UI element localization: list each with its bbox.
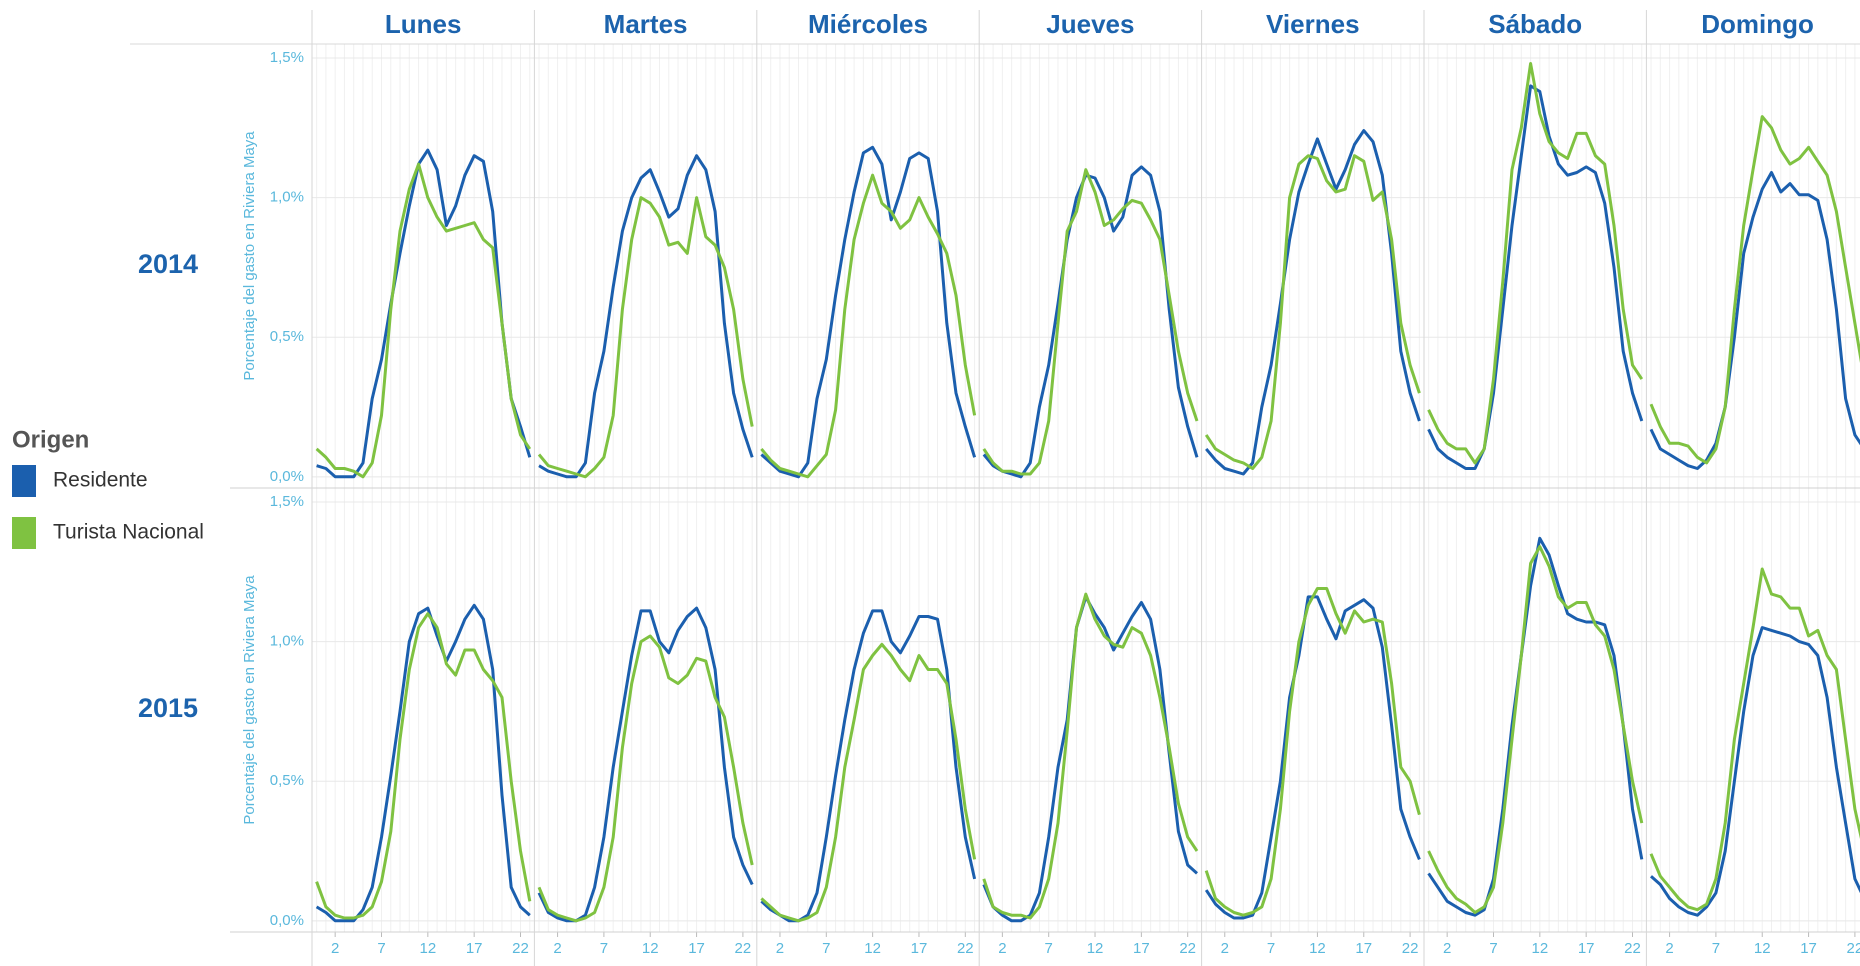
x-tick-label: 12 — [1087, 940, 1104, 957]
x-tick-label: 7 — [1045, 940, 1053, 957]
x-tick-label: 7 — [600, 940, 608, 957]
series-line — [315, 162, 532, 479]
column-title: Domingo — [1701, 9, 1814, 39]
y-axis-label: Porcentaje del gasto en Riviera Maya — [241, 131, 258, 381]
x-tick-label: 22 — [1624, 940, 1641, 957]
x-tick-label: 2 — [553, 940, 561, 957]
series-line — [760, 145, 977, 479]
series-line — [315, 612, 532, 920]
legend-label: Turista Nacional — [53, 521, 204, 544]
series-line — [315, 603, 531, 923]
series-line — [538, 154, 754, 479]
x-tick-label: 12 — [1309, 940, 1326, 957]
x-tick-label: 12 — [419, 940, 436, 957]
column-title: Viernes — [1266, 9, 1359, 39]
x-tick-label: 12 — [864, 940, 881, 957]
legend-title: Origen — [12, 426, 89, 453]
x-tick-label: 17 — [911, 940, 928, 957]
x-tick-label: 22 — [1847, 940, 1860, 957]
y-tick-label: 1,5% — [270, 49, 304, 66]
series-line — [1649, 567, 1860, 912]
series-line — [537, 606, 754, 923]
column-title: Martes — [604, 9, 688, 39]
series-line — [1204, 587, 1421, 917]
x-tick-label: 7 — [1489, 940, 1497, 957]
x-tick-label: 17 — [688, 940, 705, 957]
x-tick-label: 12 — [1754, 940, 1771, 957]
series-line — [1204, 154, 1421, 470]
x-tick-label: 22 — [512, 940, 529, 957]
series-line — [982, 595, 1199, 923]
x-tick-label: 2 — [331, 940, 339, 957]
series-line — [1204, 595, 1421, 920]
legend-swatch — [12, 465, 36, 497]
series-line — [982, 592, 1199, 920]
series-line — [1649, 115, 1860, 465]
y-tick-label: 0,0% — [270, 468, 304, 485]
x-tick-label: 2 — [998, 940, 1006, 957]
x-tick-label: 17 — [466, 940, 483, 957]
x-tick-label: 17 — [1578, 940, 1595, 957]
x-tick-label: 7 — [1712, 940, 1720, 957]
column-title: Miércoles — [808, 9, 928, 39]
x-tick-label: 12 — [642, 940, 659, 957]
series-line — [1427, 62, 1644, 465]
x-tick-label: 7 — [377, 940, 385, 957]
x-tick-label: 2 — [776, 940, 784, 957]
series-line — [1427, 536, 1644, 917]
x-tick-label: 7 — [1267, 940, 1275, 957]
series-line — [1427, 545, 1644, 914]
y-tick-label: 1,0% — [270, 189, 304, 206]
x-tick-label: 12 — [1531, 940, 1548, 957]
x-tick-label: 22 — [1179, 940, 1196, 957]
series-line — [982, 168, 1199, 476]
column-title: Lunes — [385, 9, 462, 39]
column-title: Sábado — [1488, 9, 1582, 39]
y-tick-label: 1,0% — [270, 633, 304, 650]
legend-label: Residente — [53, 469, 148, 492]
y-tick-label: 1,5% — [270, 493, 304, 510]
y-tick-label: 0,0% — [270, 912, 304, 929]
y-tick-label: 0,5% — [270, 772, 304, 789]
x-tick-label: 2 — [1221, 940, 1229, 957]
series-line — [537, 634, 754, 923]
x-tick-label: 22 — [1402, 940, 1419, 957]
series-line — [1427, 84, 1644, 470]
x-tick-label: 2 — [1443, 940, 1451, 957]
x-tick-label: 7 — [822, 940, 830, 957]
x-tick-label: 22 — [957, 940, 974, 957]
series-line — [760, 609, 977, 923]
series-line — [760, 173, 977, 479]
legend-swatch — [12, 517, 36, 549]
series-line — [316, 148, 532, 479]
y-tick-label: 0,5% — [270, 328, 304, 345]
x-tick-label: 2 — [1665, 940, 1673, 957]
series-line — [1649, 171, 1860, 470]
series-line — [760, 642, 977, 923]
column-title: Jueves — [1046, 9, 1134, 39]
x-tick-label: 17 — [1355, 940, 1372, 957]
x-tick-label: 22 — [735, 940, 752, 957]
series-line — [1650, 626, 1860, 917]
row-title: 2014 — [138, 249, 198, 279]
y-axis-label: Porcentaje del gasto en Riviera Maya — [241, 575, 258, 825]
series-line — [1205, 129, 1421, 476]
series-line — [982, 165, 1199, 479]
row-title: 2015 — [138, 693, 198, 723]
series-line — [537, 196, 754, 479]
x-tick-label: 17 — [1133, 940, 1150, 957]
x-tick-label: 17 — [1800, 940, 1817, 957]
